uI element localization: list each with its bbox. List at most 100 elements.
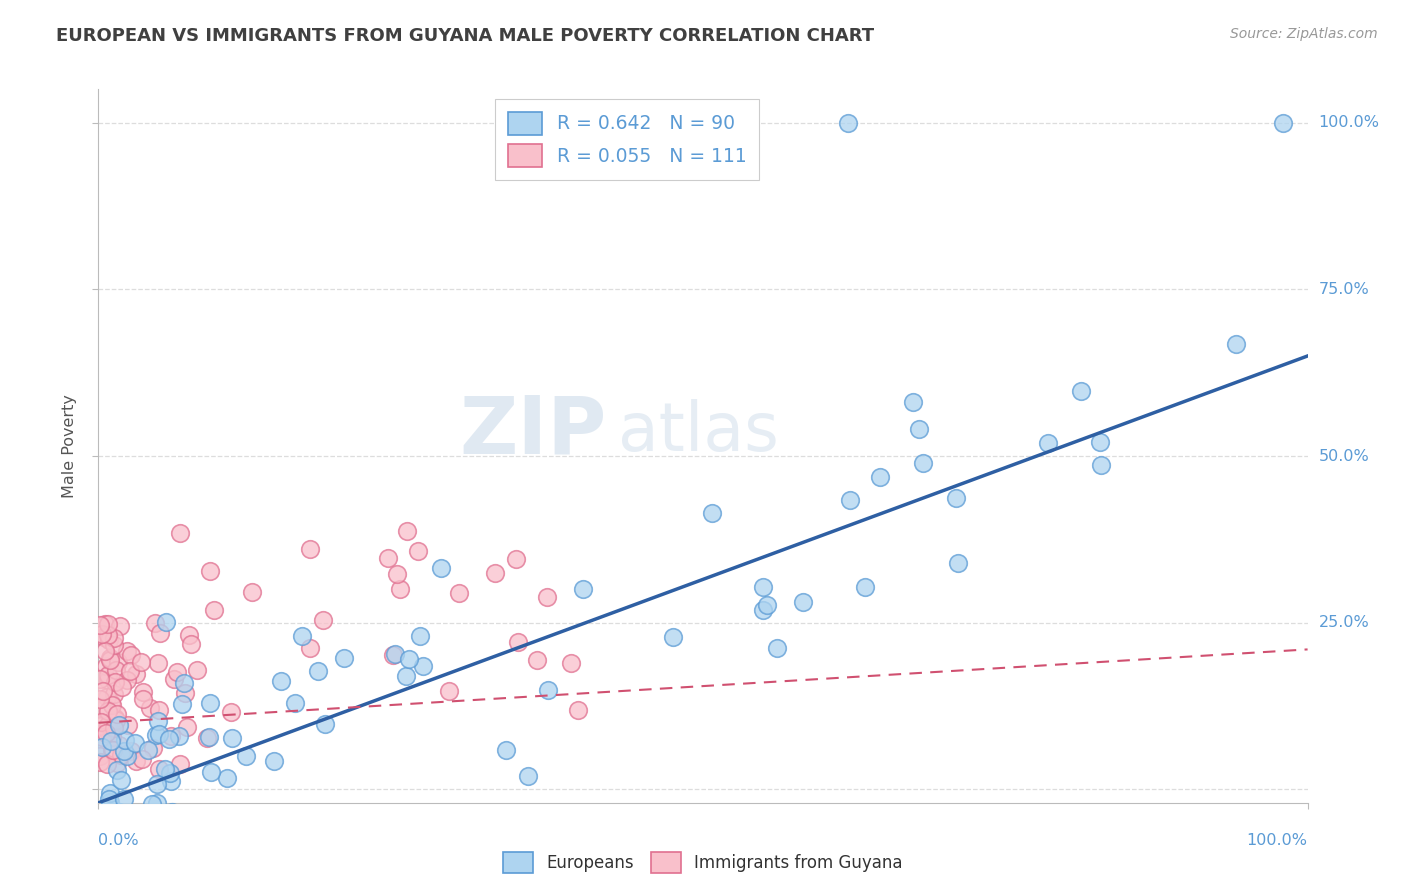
Legend: R = 0.642   N = 90, R = 0.055   N = 111: R = 0.642 N = 90, R = 0.055 N = 111 — [495, 99, 759, 180]
Point — [395, 668, 418, 682]
Point — [98, 815, 121, 830]
Point — [117, 718, 139, 732]
Text: ZIP: ZIP — [458, 392, 606, 471]
Point — [104, 675, 127, 690]
Point — [90, 730, 112, 744]
Point — [312, 613, 335, 627]
Point — [197, 730, 219, 744]
Point — [186, 663, 208, 677]
Point — [146, 714, 169, 729]
Point — [153, 762, 176, 776]
Point — [200, 765, 222, 780]
Point — [125, 754, 148, 768]
Point — [108, 618, 131, 632]
Point — [103, 632, 125, 646]
Point — [148, 763, 170, 777]
Point — [149, 625, 172, 640]
Point — [110, 747, 132, 762]
Point — [131, 692, 153, 706]
Point — [484, 566, 506, 581]
Point — [567, 702, 589, 716]
Point — [94, 617, 117, 632]
Point — [124, 667, 146, 681]
Point — [1272, 115, 1295, 129]
Point — [752, 603, 775, 617]
Point — [517, 769, 540, 783]
Point — [946, 556, 969, 570]
Point — [115, 673, 138, 687]
Point — [142, 740, 165, 755]
Point — [160, 805, 183, 820]
Point — [89, 692, 111, 706]
Point — [89, 749, 111, 764]
Point — [702, 506, 724, 520]
Point — [198, 564, 221, 578]
Text: EUROPEAN VS IMMIGRANTS FROM GUYANA MALE POVERTY CORRELATION CHART: EUROPEAN VS IMMIGRANTS FROM GUYANA MALE … — [56, 27, 875, 45]
Point — [167, 730, 190, 744]
Point — [96, 757, 118, 772]
Point — [160, 729, 183, 743]
Point — [136, 742, 159, 756]
Point — [93, 630, 115, 644]
Point — [536, 591, 558, 605]
Point — [526, 653, 548, 667]
Point — [97, 628, 120, 642]
Point — [146, 776, 169, 790]
Point — [314, 717, 336, 731]
Point — [869, 470, 891, 484]
Point — [270, 673, 292, 688]
Point — [132, 685, 155, 699]
Point — [1036, 436, 1059, 450]
Point — [202, 602, 225, 616]
Point — [309, 815, 332, 830]
Point — [100, 733, 122, 747]
Point — [395, 524, 418, 538]
Point — [103, 686, 125, 700]
Point — [98, 791, 121, 805]
Point — [837, 115, 859, 129]
Point — [97, 704, 120, 718]
Point — [120, 664, 142, 678]
Point — [131, 752, 153, 766]
Point — [449, 586, 471, 600]
Point — [97, 667, 120, 681]
Point — [755, 599, 778, 613]
Y-axis label: Male Poverty: Male Poverty — [62, 394, 77, 498]
Point — [145, 728, 167, 742]
Point — [166, 665, 188, 680]
Point — [389, 582, 412, 596]
Point — [91, 739, 114, 754]
Point — [112, 744, 135, 758]
Point — [97, 717, 120, 731]
Point — [908, 422, 931, 436]
Point — [108, 738, 131, 752]
Point — [103, 721, 125, 735]
Point — [1090, 458, 1112, 473]
Point — [115, 749, 138, 764]
Point — [186, 815, 208, 830]
Point — [90, 700, 112, 714]
Point — [195, 731, 218, 746]
Point — [179, 627, 201, 641]
Point — [217, 771, 239, 785]
Point — [901, 394, 924, 409]
Point — [284, 697, 307, 711]
Point — [115, 815, 138, 830]
Point — [94, 659, 117, 673]
Point — [398, 651, 420, 665]
Point — [240, 585, 263, 599]
Point — [105, 756, 128, 771]
Point — [114, 733, 136, 747]
Point — [173, 675, 195, 690]
Point — [105, 663, 128, 677]
Point — [307, 664, 329, 678]
Point — [149, 815, 172, 830]
Point — [169, 756, 191, 771]
Point — [120, 648, 142, 662]
Point — [148, 727, 170, 741]
Point — [98, 651, 121, 665]
Point — [437, 684, 460, 698]
Point — [91, 683, 114, 698]
Point — [221, 731, 243, 745]
Point — [174, 686, 197, 700]
